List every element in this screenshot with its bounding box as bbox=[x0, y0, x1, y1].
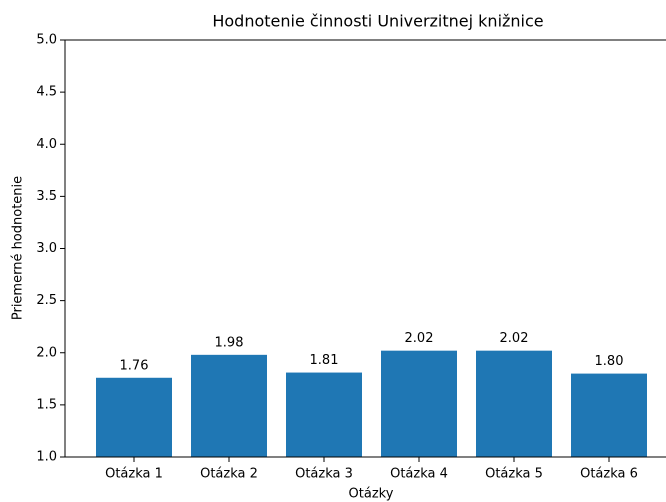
y-tick-label: 2.0 bbox=[36, 345, 57, 360]
data-label: 1.76 bbox=[120, 358, 149, 373]
x-tick-label: Otázka 4 bbox=[390, 467, 448, 482]
chart-title: Hodnotenie činnosti Univerzitnej knižnic… bbox=[212, 12, 543, 31]
y-tick-label: 2.5 bbox=[36, 293, 57, 308]
bar bbox=[286, 372, 362, 457]
bar bbox=[191, 354, 267, 457]
data-label: 2.02 bbox=[500, 331, 529, 346]
y-tick-label: 1.5 bbox=[36, 397, 57, 412]
bar bbox=[571, 373, 647, 457]
y-tick-label: 4.0 bbox=[36, 137, 57, 152]
bar bbox=[381, 350, 457, 457]
data-label: 1.98 bbox=[215, 335, 244, 350]
data-label: 1.81 bbox=[310, 353, 339, 368]
y-tick-label: 5.0 bbox=[36, 33, 57, 48]
bar bbox=[476, 350, 552, 457]
plot-frame bbox=[64, 39, 666, 458]
x-tick-label: Otázka 1 bbox=[105, 467, 163, 482]
x-tick-label: Otázka 2 bbox=[200, 467, 258, 482]
bar bbox=[96, 377, 172, 457]
x-tick-label: Otázka 6 bbox=[580, 467, 638, 482]
data-label: 1.80 bbox=[595, 354, 624, 369]
x-tick-label: Otázka 5 bbox=[485, 467, 543, 482]
y-tick-label: 4.5 bbox=[36, 85, 57, 100]
x-axis-label: Otázky bbox=[349, 487, 394, 502]
y-axis-label: Priemerné hodnotenie bbox=[11, 176, 26, 320]
x-tick-label: Otázka 3 bbox=[295, 467, 353, 482]
y-tick-label: 1.0 bbox=[36, 450, 57, 465]
data-label: 2.02 bbox=[405, 331, 434, 346]
y-tick-label: 3.0 bbox=[36, 241, 57, 256]
y-tick-label: 3.5 bbox=[36, 189, 57, 204]
